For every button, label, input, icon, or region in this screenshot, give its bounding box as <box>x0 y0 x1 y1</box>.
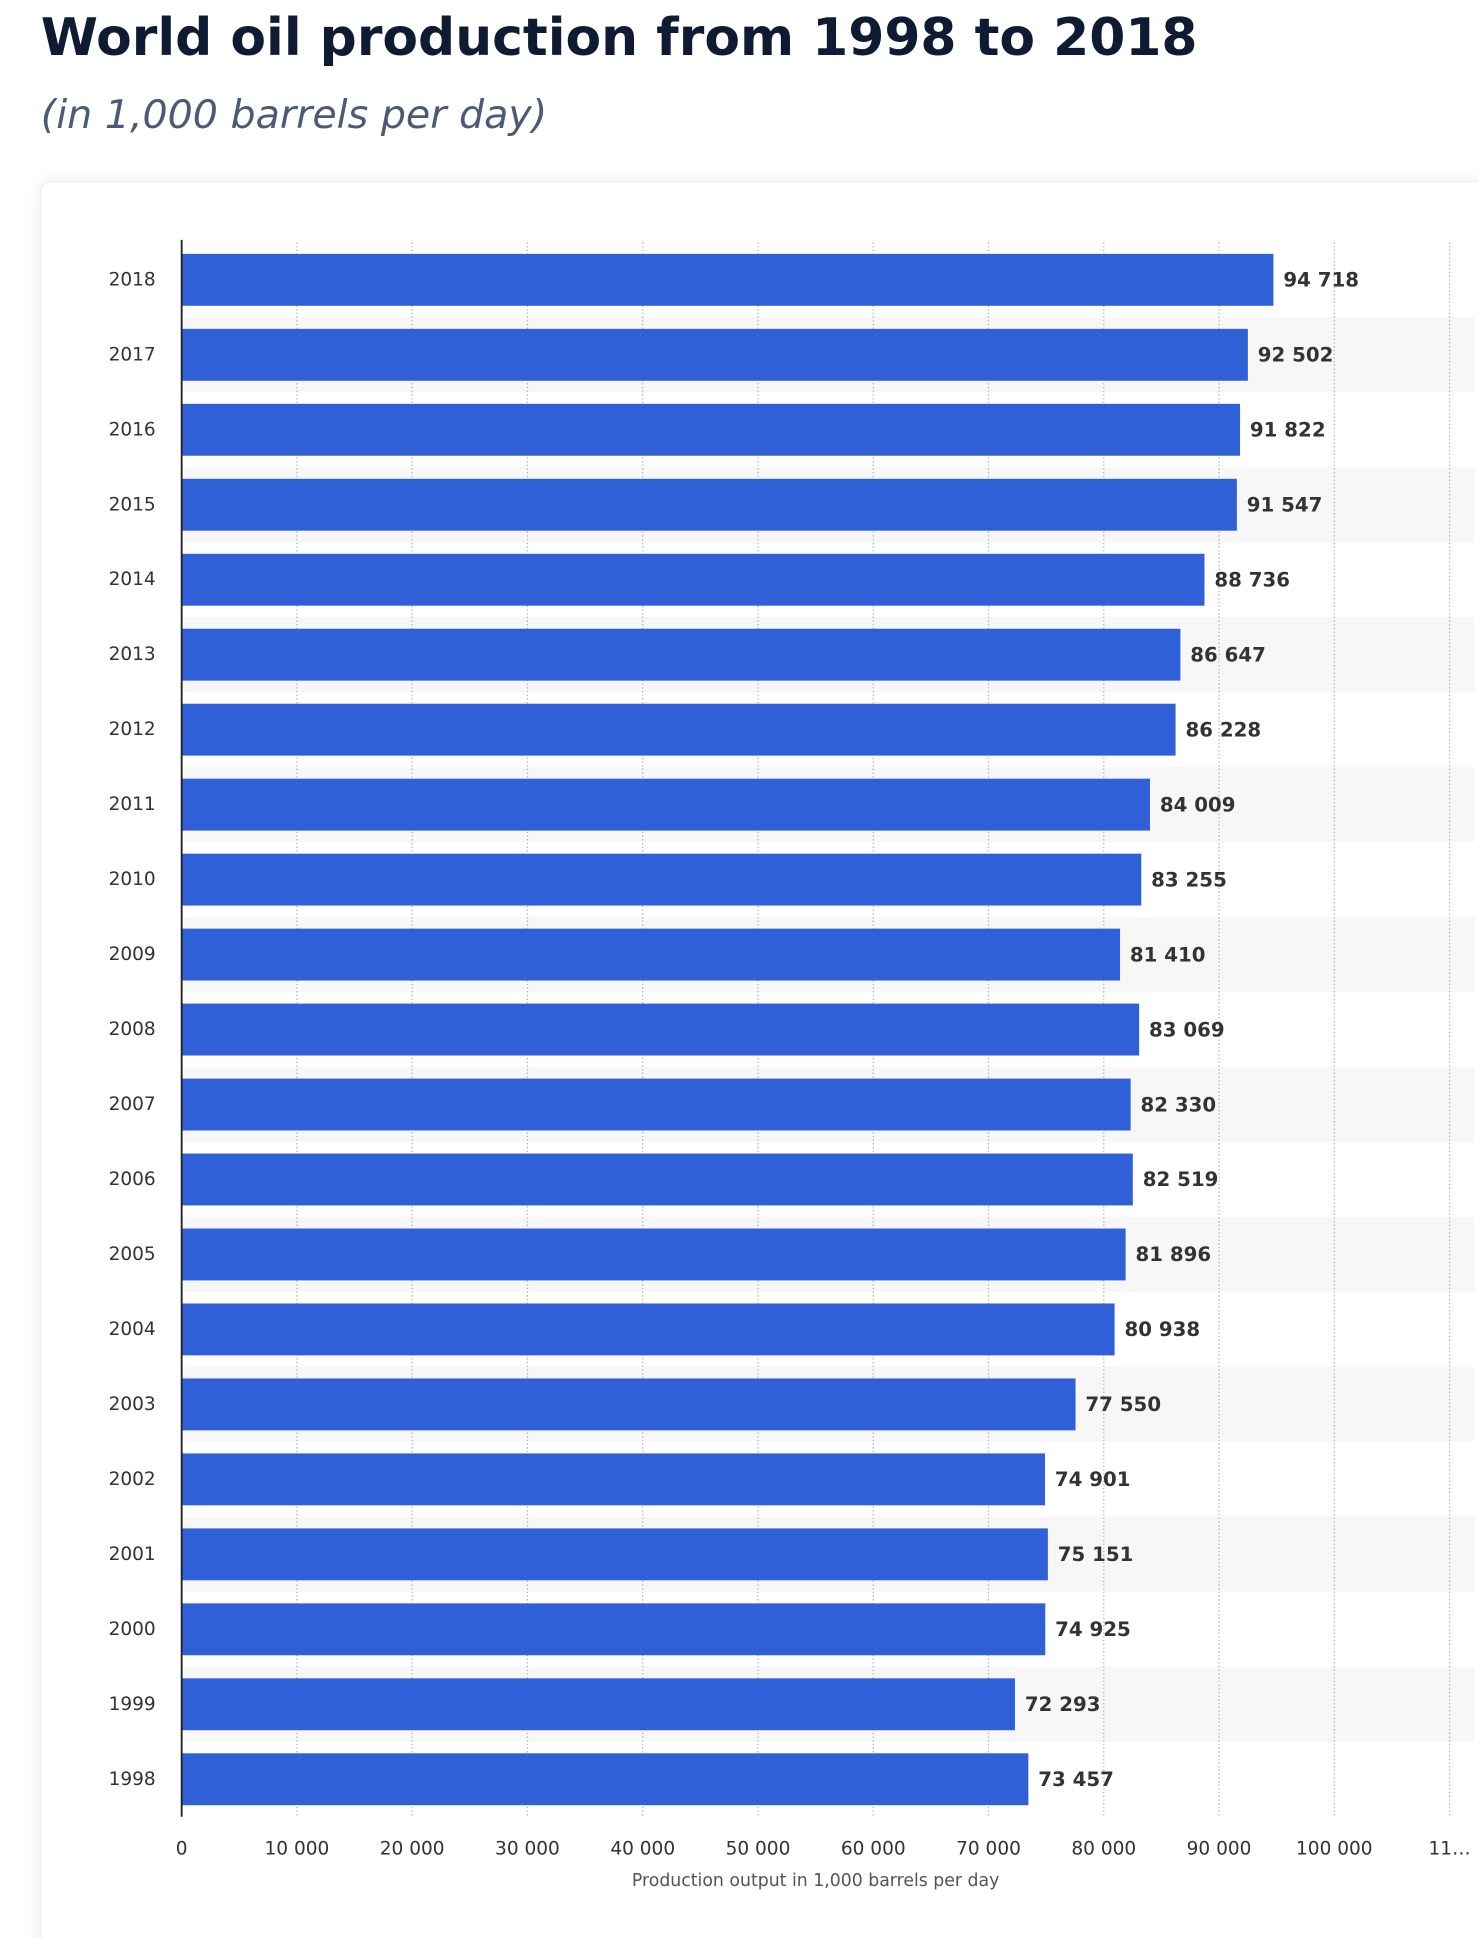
y-tick-label: 2010 <box>109 869 156 890</box>
value-label: 83 069 <box>1149 1018 1225 1041</box>
bar <box>181 1303 1115 1356</box>
bar <box>181 553 1205 606</box>
value-label: 72 293 <box>1025 1693 1101 1716</box>
value-label: 91 547 <box>1247 493 1323 516</box>
y-tick-label: 2013 <box>109 644 156 665</box>
bar <box>181 1753 1029 1806</box>
x-tick-label: 50 000 <box>726 1838 791 1859</box>
value-label: 91 822 <box>1250 419 1326 442</box>
x-tick-label: 10 000 <box>265 1838 330 1859</box>
value-label: 86 647 <box>1190 643 1266 666</box>
bar <box>181 1528 1048 1581</box>
bar <box>181 1078 1131 1131</box>
value-label: 75 151 <box>1058 1543 1134 1566</box>
bar <box>181 328 1248 381</box>
value-label: 86 228 <box>1185 718 1261 741</box>
x-tick-label: 11… <box>1429 1838 1471 1859</box>
chart-title: World oil production from 1998 to 2018 <box>41 8 1198 68</box>
chart-subtitle: (in 1,000 barrels per day) <box>41 92 547 138</box>
x-tick-label: 40 000 <box>610 1838 675 1859</box>
y-tick-label: 1998 <box>109 1769 156 1790</box>
x-tick-label: 20 000 <box>380 1838 445 1859</box>
y-tick-label: 2005 <box>109 1244 156 1265</box>
y-tick-label: 2011 <box>109 794 156 815</box>
x-tick-label: 100 000 <box>1296 1838 1373 1859</box>
bar <box>181 1153 1133 1206</box>
y-tick-label: 2009 <box>109 944 156 965</box>
bar <box>181 853 1142 906</box>
y-tick-label: 2018 <box>109 269 156 290</box>
value-label: 83 255 <box>1151 868 1227 891</box>
y-tick-label: 2014 <box>109 569 156 590</box>
value-label: 77 550 <box>1085 1393 1161 1416</box>
value-label: 92 502 <box>1258 344 1334 367</box>
x-tick-label: 0 <box>176 1838 188 1859</box>
x-tick-label: 80 000 <box>1071 1838 1136 1859</box>
y-tick-label: 1999 <box>109 1694 156 1715</box>
bar <box>181 1453 1046 1506</box>
x-axis-title: Production output in 1,000 barrels per d… <box>632 1871 999 1891</box>
bar <box>181 703 1176 756</box>
value-label: 74 901 <box>1055 1468 1131 1491</box>
value-label: 82 330 <box>1141 1093 1217 1116</box>
bar <box>181 1678 1015 1731</box>
value-label: 94 718 <box>1283 269 1359 292</box>
y-tick-label: 2008 <box>109 1019 156 1040</box>
y-tick-label: 2012 <box>109 719 156 740</box>
value-label: 84 009 <box>1160 793 1236 816</box>
bar <box>181 628 1181 681</box>
y-tick-label: 2004 <box>109 1319 156 1340</box>
x-tick-label: 70 000 <box>956 1838 1021 1859</box>
bar <box>181 1003 1140 1056</box>
value-label: 73 457 <box>1038 1768 1114 1791</box>
y-tick-label: 2016 <box>109 419 156 440</box>
value-label: 88 736 <box>1214 568 1290 591</box>
value-label: 81 896 <box>1136 1243 1212 1266</box>
bar <box>181 478 1237 531</box>
value-label: 80 938 <box>1124 1318 1200 1341</box>
value-label: 74 925 <box>1055 1618 1131 1641</box>
x-tick-label: 30 000 <box>495 1838 560 1859</box>
bar <box>181 1378 1076 1431</box>
bar <box>181 403 1241 456</box>
y-tick-label: 2007 <box>109 1094 156 1115</box>
x-tick-label: 90 000 <box>1187 1838 1252 1859</box>
y-tick-label: 2006 <box>109 1169 156 1190</box>
y-tick-label: 2001 <box>109 1544 156 1565</box>
x-tick-label: 60 000 <box>841 1838 906 1859</box>
value-label: 82 519 <box>1143 1168 1219 1191</box>
bar <box>181 1228 1126 1281</box>
y-tick-label: 2002 <box>109 1469 156 1490</box>
y-tick-label: 2000 <box>109 1619 156 1640</box>
value-label: 81 410 <box>1130 943 1206 966</box>
y-tick-label: 2003 <box>109 1394 156 1415</box>
y-tick-label: 2015 <box>109 494 156 515</box>
bar <box>181 253 1274 306</box>
bar <box>181 778 1150 831</box>
bar <box>181 928 1121 981</box>
bar <box>181 1603 1046 1656</box>
y-tick-label: 2017 <box>109 344 156 365</box>
